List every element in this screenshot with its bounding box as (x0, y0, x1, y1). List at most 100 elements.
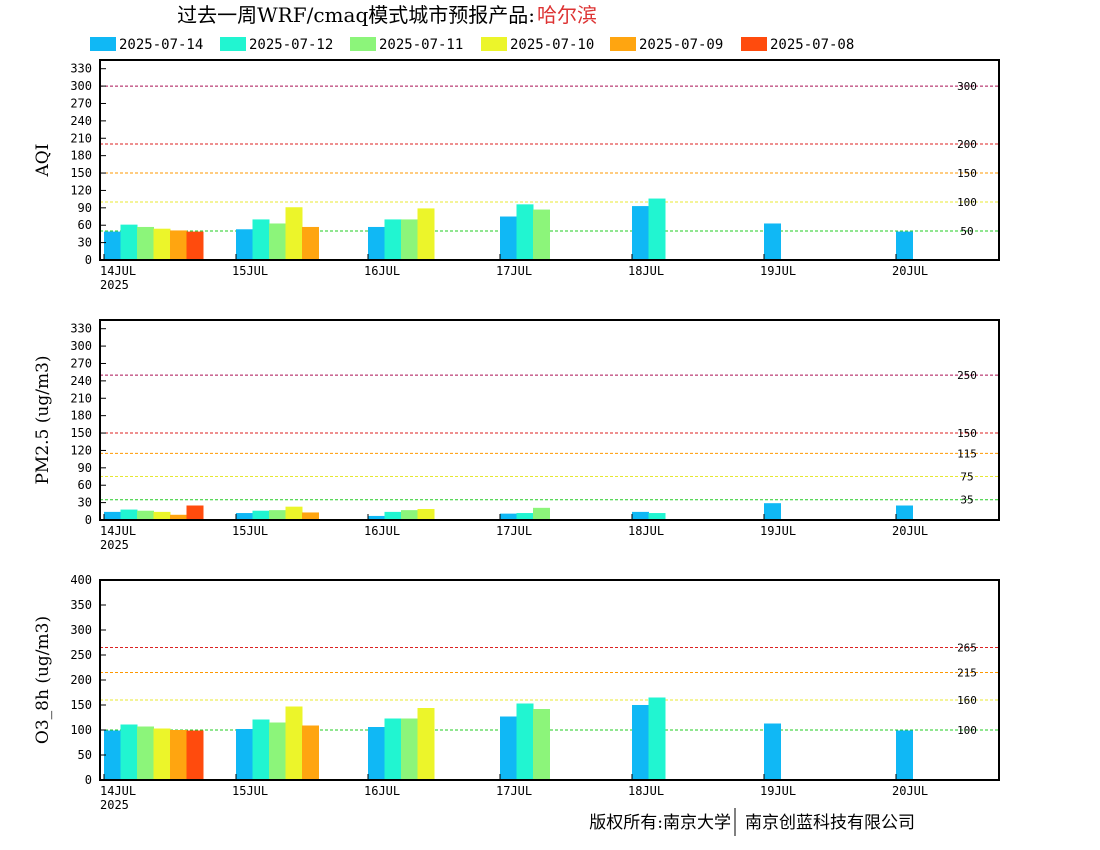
bar-2025-07-12 (648, 513, 666, 520)
plot-frame (99, 319, 1000, 521)
y-tick-label: 120 (70, 443, 92, 457)
x-tick-label: 20JUL (892, 784, 928, 798)
bar-2025-07-12 (516, 703, 534, 780)
y-tick-label: 240 (70, 374, 92, 388)
x-tick-label: 15JUL (232, 524, 268, 538)
y-tick-label: 60 (78, 218, 92, 232)
y-tick-label: 300 (70, 339, 92, 353)
bar-2025-07-10 (285, 207, 303, 260)
threshold-label: 150 (957, 167, 977, 180)
panel-2: 35 75 115 150 250 0 30 60 90 120 150 180 210 240 270 30… (33, 319, 1000, 552)
bar-2025-07-09 (170, 230, 187, 260)
bar-2025-07-14 (896, 231, 913, 260)
bar-2025-07-11 (401, 510, 418, 520)
x-tick-label: 17JUL (496, 264, 532, 278)
bar-2025-07-14 (104, 231, 121, 260)
y-tick-label: 350 (70, 598, 92, 612)
x-tick-label: 16JUL (364, 784, 400, 798)
legend-swatch-2025-07-12 (220, 37, 246, 51)
bar-2025-07-12 (120, 224, 138, 260)
x-tick-label: 19JUL (760, 784, 796, 798)
legend: 2025-07-14 2025-07-12 2025-07-11 2025-07-10… (90, 37, 854, 53)
bar-2025-07-12 (120, 509, 138, 520)
x-tick-label: 14JUL (100, 784, 136, 798)
bar-2025-07-12 (252, 219, 270, 260)
y-tick-label: 250 (70, 648, 92, 662)
bar-2025-07-14 (368, 226, 385, 260)
y-tick-label: 0 (85, 253, 92, 267)
x-tick-label: 19JUL (760, 524, 796, 538)
bar-2025-07-11 (137, 510, 154, 520)
y-tick-label: 30 (78, 236, 92, 250)
chart-title: 过去一周WRF/cmaq模式城市预报产品: (177, 3, 535, 27)
threshold-label: 160 (957, 694, 977, 707)
y-axis-label: O3_8h (ug/m3) (33, 616, 53, 744)
bar-2025-07-12 (648, 697, 666, 780)
threshold-label: 250 (957, 369, 977, 382)
x-tick-label: 17JUL (496, 524, 532, 538)
x-tick-label: 14JUL (100, 524, 136, 538)
bar-2025-07-08 (186, 730, 204, 780)
bar-2025-07-10 (285, 506, 303, 520)
y-tick-label: 240 (70, 114, 92, 128)
bar-2025-07-14 (104, 511, 121, 520)
x-tick-label: 20JUL (892, 524, 928, 538)
y-tick-label: 50 (78, 748, 92, 762)
bar-2025-07-09 (302, 725, 319, 780)
bar-2025-07-14 (500, 216, 517, 260)
threshold-label: 35 (960, 494, 973, 507)
threshold-label: 50 (960, 225, 973, 238)
threshold-label: 215 (957, 667, 977, 680)
bar-2025-07-11 (401, 219, 418, 260)
bar-2025-07-12 (120, 724, 138, 780)
legend-label: 2025-07-09 (639, 37, 723, 53)
bar-2025-07-10 (153, 228, 171, 260)
bar-2025-07-14 (236, 729, 253, 780)
y-axis-label: AQI (33, 144, 53, 178)
y-tick-label: 150 (70, 698, 92, 712)
bar-2025-07-11 (137, 226, 154, 260)
x-tick-label: 18JUL (628, 524, 664, 538)
x-tick-label: 16JUL (364, 524, 400, 538)
bar-2025-07-11 (269, 510, 286, 520)
bar-2025-07-11 (137, 726, 154, 780)
chart-title-city: 哈尔滨 (537, 3, 597, 27)
legend-label: 2025-07-08 (770, 37, 854, 53)
bar-2025-07-12 (648, 198, 666, 260)
y-axis-label: PM2.5 (ug/m3) (33, 355, 53, 484)
y-tick-label: 180 (70, 149, 92, 163)
bar-2025-07-14 (632, 705, 649, 780)
y-tick-label: 210 (70, 131, 92, 145)
bar-2025-07-11 (269, 223, 286, 260)
threshold-label: 265 (957, 642, 977, 655)
bar-2025-07-11 (533, 709, 550, 780)
y-tick-label: 210 (70, 391, 92, 405)
bar-2025-07-14 (236, 513, 253, 520)
y-tick-label: 90 (78, 461, 92, 475)
bar-2025-07-14 (896, 505, 913, 520)
x-tick-label: 18JUL (628, 784, 664, 798)
y-tick-label: 90 (78, 201, 92, 215)
y-tick-label: 120 (70, 183, 92, 197)
legend-swatch-2025-07-11 (350, 37, 376, 51)
x-tick-label: 15JUL (232, 784, 268, 798)
legend-label: 2025-07-10 (510, 37, 594, 53)
y-tick-label: 200 (70, 673, 92, 687)
threshold-label: 100 (957, 724, 977, 737)
x-tick-label: 20JUL (892, 264, 928, 278)
bar-2025-07-14 (632, 511, 649, 520)
legend-label: 2025-07-11 (379, 37, 463, 53)
threshold-label: 115 (957, 447, 977, 460)
bar-2025-07-14 (632, 206, 649, 260)
bar-2025-07-14 (896, 730, 913, 780)
bar-2025-07-12 (384, 511, 402, 520)
bar-2025-07-08 (186, 231, 204, 260)
x-tick-label: 18JUL (628, 264, 664, 278)
x-year-label: 2025 (100, 538, 129, 552)
bar-2025-07-10 (285, 706, 303, 780)
threshold-label: 200 (957, 138, 977, 151)
bar-2025-07-09 (170, 514, 187, 520)
panel-1: 50 100 150 200 300 0 30 60 90 120 150 180 210 240 270 3… (33, 59, 1000, 292)
legend-swatch-2025-07-10 (481, 37, 507, 51)
bar-2025-07-14 (368, 727, 385, 780)
